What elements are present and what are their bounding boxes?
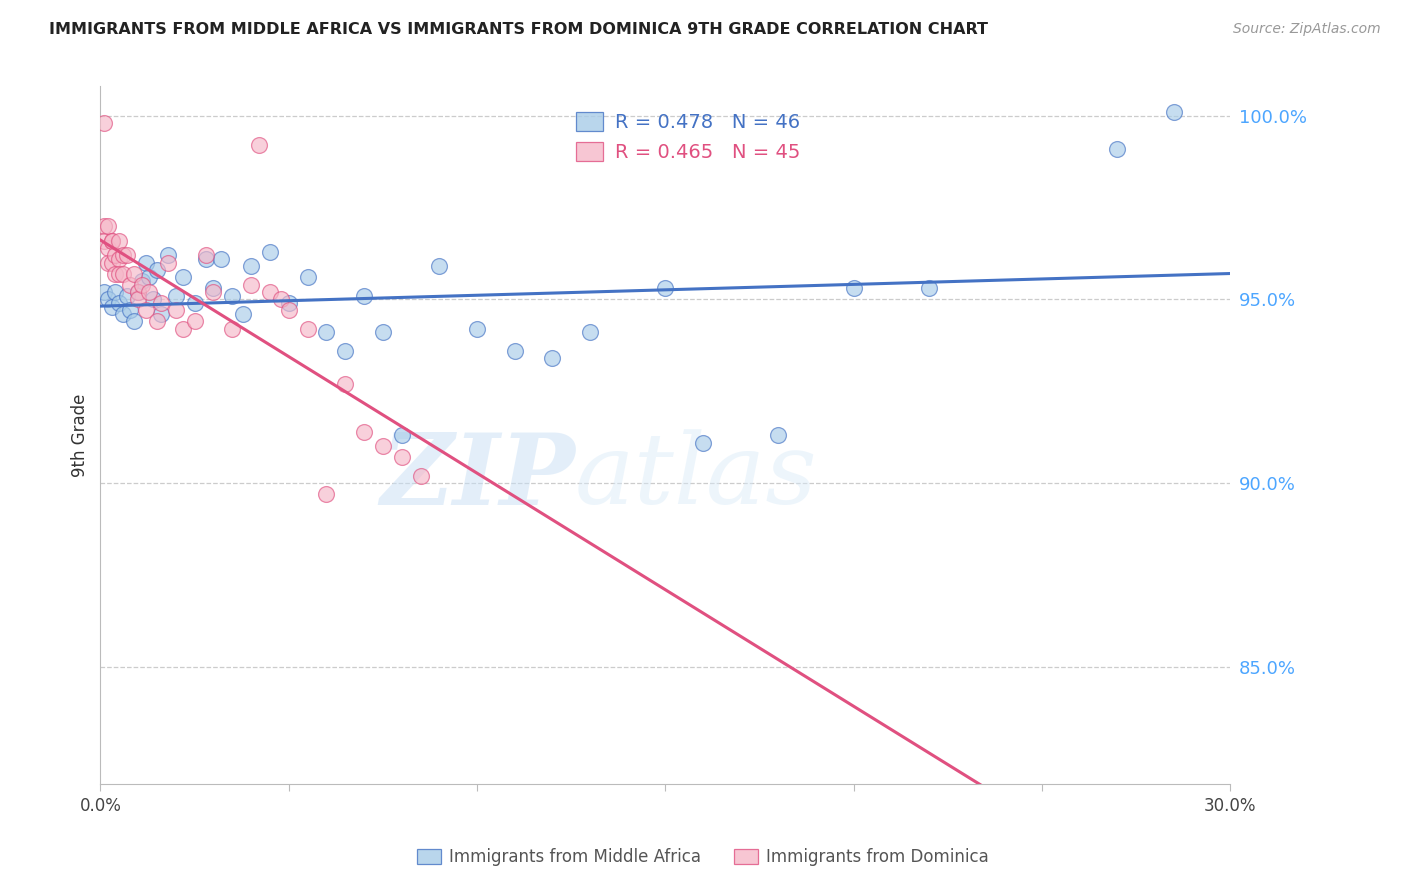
Point	[371, 439, 394, 453]
Legend: R = 0.478   N = 46, R = 0.465   N = 45: R = 0.478 N = 46, R = 0.465 N = 45	[569, 106, 806, 168]
Point	[221, 288, 243, 302]
Point	[100, 234, 122, 248]
Point	[194, 252, 217, 266]
Point	[247, 138, 270, 153]
Point	[127, 285, 149, 299]
Point	[111, 248, 134, 262]
Point	[93, 219, 115, 233]
Point	[131, 277, 153, 292]
Point	[120, 277, 142, 292]
Point	[277, 303, 299, 318]
Point	[122, 314, 145, 328]
Point	[503, 343, 526, 358]
Point	[579, 326, 602, 340]
Point	[127, 293, 149, 307]
Point	[127, 285, 149, 299]
Point	[232, 307, 254, 321]
Text: atlas: atlas	[575, 429, 818, 524]
Point	[172, 322, 194, 336]
Point	[120, 303, 142, 318]
Point	[157, 255, 180, 269]
Point	[315, 326, 337, 340]
Point	[335, 343, 357, 358]
Point	[202, 285, 225, 299]
Point	[131, 274, 153, 288]
Point	[541, 351, 564, 365]
Point	[93, 285, 115, 299]
Point	[135, 303, 157, 318]
Point	[97, 293, 120, 307]
Point	[97, 241, 120, 255]
Point	[409, 468, 432, 483]
Point	[93, 234, 115, 248]
Point	[194, 248, 217, 262]
Point	[465, 322, 488, 336]
Point	[115, 288, 138, 302]
Point	[654, 281, 676, 295]
Point	[142, 293, 165, 307]
Point	[335, 376, 357, 391]
Point	[97, 255, 120, 269]
Point	[104, 248, 127, 262]
Point	[111, 307, 134, 321]
Point	[172, 270, 194, 285]
Point	[165, 288, 187, 302]
Point	[115, 248, 138, 262]
Point	[100, 255, 122, 269]
Point	[157, 248, 180, 262]
Legend: Immigrants from Middle Africa, Immigrants from Dominica: Immigrants from Middle Africa, Immigrant…	[411, 842, 995, 873]
Point	[270, 293, 292, 307]
Point	[315, 487, 337, 501]
Point	[297, 270, 319, 285]
Point	[122, 267, 145, 281]
Point	[240, 277, 263, 292]
Point	[111, 267, 134, 281]
Point	[427, 260, 450, 274]
Point	[108, 234, 131, 248]
Point	[104, 285, 127, 299]
Point	[391, 450, 413, 465]
Point	[297, 322, 319, 336]
Point	[692, 435, 714, 450]
Point	[100, 300, 122, 314]
Point	[108, 267, 131, 281]
Point	[138, 285, 160, 299]
Point	[842, 281, 865, 295]
Point	[221, 322, 243, 336]
Point	[100, 234, 122, 248]
Text: ZIP: ZIP	[380, 429, 575, 525]
Point	[183, 314, 205, 328]
Point	[149, 307, 172, 321]
Point	[353, 425, 375, 439]
Point	[138, 270, 160, 285]
Point	[209, 252, 232, 266]
Text: IMMIGRANTS FROM MIDDLE AFRICA VS IMMIGRANTS FROM DOMINICA 9TH GRADE CORRELATION : IMMIGRANTS FROM MIDDLE AFRICA VS IMMIGRA…	[49, 22, 988, 37]
Point	[202, 281, 225, 295]
Point	[259, 244, 281, 259]
Point	[104, 267, 127, 281]
Point	[1107, 142, 1129, 156]
Point	[135, 255, 157, 269]
Point	[768, 428, 790, 442]
Point	[149, 296, 172, 310]
Point	[918, 281, 941, 295]
Point	[391, 428, 413, 442]
Y-axis label: 9th Grade: 9th Grade	[72, 393, 89, 477]
Point	[97, 219, 120, 233]
Point	[146, 314, 169, 328]
Point	[108, 252, 131, 266]
Point	[1163, 105, 1185, 120]
Point	[371, 326, 394, 340]
Text: Source: ZipAtlas.com: Source: ZipAtlas.com	[1233, 22, 1381, 37]
Point	[353, 288, 375, 302]
Point	[93, 116, 115, 130]
Point	[183, 296, 205, 310]
Point	[259, 285, 281, 299]
Point	[165, 303, 187, 318]
Point	[240, 260, 263, 274]
Point	[277, 296, 299, 310]
Point	[108, 296, 131, 310]
Point	[146, 263, 169, 277]
